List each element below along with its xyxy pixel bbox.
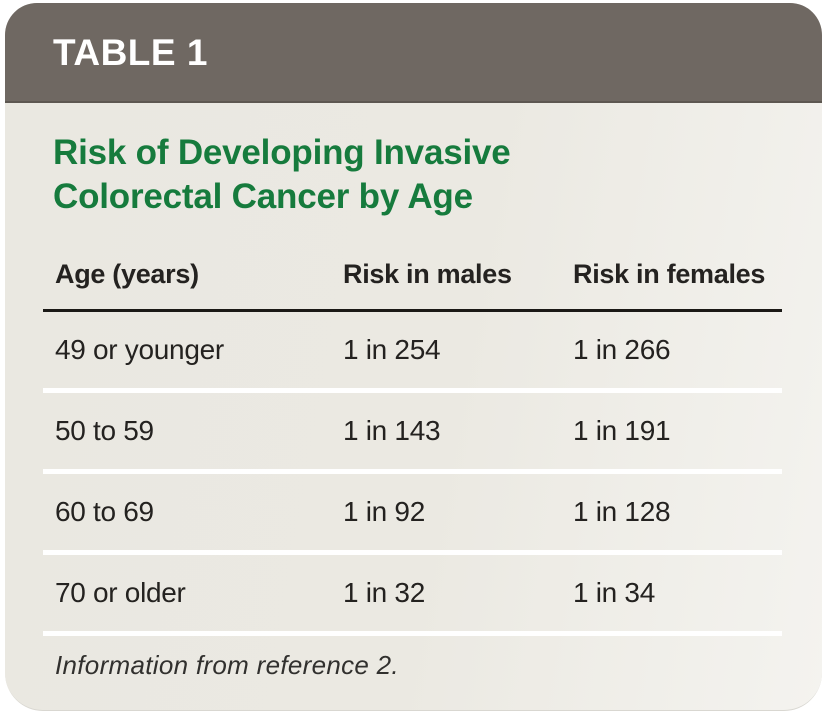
cell-risk-males: 1 in 92: [343, 496, 425, 528]
table-header-row: Age (years) Risk in males Risk in female…: [43, 251, 782, 313]
cell-risk-females: 1 in 266: [573, 334, 671, 366]
table-title: Risk of Developing Invasive Colorectal C…: [53, 131, 633, 219]
table-row: 50 to 59 1 in 143 1 in 191: [43, 393, 782, 475]
cell-risk-males: 1 in 32: [343, 577, 425, 609]
column-header-risk-males: Risk in males: [343, 259, 512, 290]
table-title-line2: Colorectal Cancer by Age: [53, 177, 473, 217]
data-table: Age (years) Risk in males Risk in female…: [43, 251, 782, 637]
table-row: 60 to 69 1 in 92 1 in 128: [43, 474, 782, 556]
table-card: TABLE 1 Risk of Developing Invasive Colo…: [5, 3, 822, 711]
table-row: 49 or younger 1 in 254 1 in 266: [43, 312, 782, 394]
table-row: 70 or older 1 in 32 1 in 34: [43, 555, 782, 637]
table-title-line1: Risk of Developing Invasive: [53, 133, 511, 172]
cell-risk-females: 1 in 128: [573, 496, 671, 528]
table-header-bar: TABLE 1: [5, 3, 822, 103]
cell-risk-males: 1 in 143: [343, 415, 441, 447]
cell-age: 60 to 69: [55, 496, 154, 528]
cell-risk-males: 1 in 254: [343, 334, 441, 366]
cell-risk-females: 1 in 191: [573, 415, 671, 447]
column-header-age: Age (years): [55, 259, 199, 290]
column-header-risk-females: Risk in females: [573, 259, 766, 290]
cell-age: 50 to 59: [55, 415, 154, 447]
cell-risk-females: 1 in 34: [573, 577, 655, 609]
cell-age: 49 or younger: [55, 334, 224, 366]
cell-age: 70 or older: [55, 577, 186, 609]
table-number-label: TABLE 1: [53, 32, 208, 73]
footnote: Information from reference 2.: [55, 650, 399, 681]
